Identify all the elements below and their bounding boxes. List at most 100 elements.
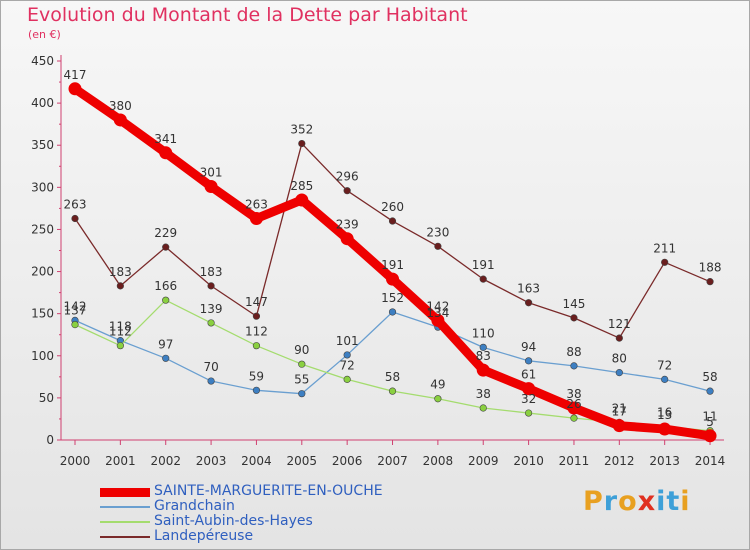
legend-swatch [100, 487, 150, 497]
data-label: 58 [702, 370, 717, 384]
y-tick-label: 450 [31, 54, 54, 68]
data-point [71, 214, 79, 223]
data-label: 191 [472, 258, 495, 272]
data-point [612, 419, 626, 433]
data-point [162, 243, 170, 251]
legend-label: SAINTE-MARGUERITE-EN-OUCHE [154, 483, 383, 499]
brand-letter: x [637, 486, 657, 517]
data-label: 61 [521, 368, 536, 382]
data-label: 90 [294, 343, 309, 357]
data-label: 13 [657, 408, 672, 422]
data-point [159, 146, 173, 160]
data-point [706, 278, 714, 286]
data-point [207, 319, 215, 327]
data-label: 83 [476, 349, 491, 363]
data-point [252, 386, 261, 394]
data-label: 380 [109, 99, 132, 113]
data-point [522, 382, 536, 396]
data-label: 72 [657, 358, 672, 372]
data-point [162, 354, 170, 362]
data-label: 32 [521, 392, 536, 406]
data-label: 58 [385, 370, 400, 384]
data-point [570, 414, 578, 422]
data-point [207, 377, 215, 385]
y-tick-label: 100 [31, 349, 54, 363]
data-point [71, 321, 79, 329]
data-label: 97 [158, 337, 173, 351]
data-label: 296 [336, 170, 359, 184]
data-point [567, 401, 581, 415]
x-tick-label: 2013 [649, 454, 680, 468]
data-label: 263 [245, 197, 268, 211]
data-label: 142 [64, 299, 87, 313]
x-tick-label: 2008 [423, 454, 454, 468]
data-point [476, 363, 490, 377]
data-point [615, 369, 623, 377]
data-label: 285 [290, 179, 313, 193]
data-label: 118 [109, 320, 132, 334]
data-label: 5 [706, 415, 714, 429]
data-label: 94 [521, 340, 536, 354]
legend-item: SAINTE-MARGUERITE-EN-OUCHE [100, 484, 430, 499]
data-label: 147 [245, 295, 268, 309]
legend-item: Saint-Aubin-des-Hayes [100, 514, 430, 529]
data-label: 211 [653, 241, 676, 255]
data-point [431, 313, 445, 327]
data-point [570, 362, 578, 370]
data-label: 152 [381, 291, 404, 305]
data-point [479, 404, 487, 412]
data-label: 59 [249, 369, 264, 383]
data-point [386, 272, 400, 286]
data-point [162, 296, 170, 304]
data-label: 163 [517, 282, 540, 296]
data-point [343, 187, 351, 195]
x-tick-label: 2005 [287, 454, 318, 468]
data-label: 188 [699, 261, 722, 275]
data-label: 145 [563, 297, 586, 311]
data-label: 183 [109, 265, 132, 279]
data-label: 70 [203, 360, 218, 374]
x-tick-label: 2010 [513, 454, 544, 468]
data-label: 112 [109, 325, 132, 339]
x-tick-label: 2006 [332, 454, 363, 468]
legend-swatch [100, 536, 150, 538]
y-tick-label: 350 [31, 138, 54, 152]
data-label: 11 [702, 410, 717, 424]
x-tick-label: 2002 [150, 454, 181, 468]
data-point [343, 351, 351, 359]
brand-letter: i [656, 486, 667, 517]
data-label: 88 [566, 345, 581, 359]
data-label: 166 [154, 279, 177, 293]
data-label: 55 [294, 373, 309, 387]
x-tick-label: 2012 [604, 454, 635, 468]
data-label: 260 [381, 200, 404, 214]
data-label: 183 [200, 265, 223, 279]
brand-letter: t [666, 486, 681, 517]
y-tick-label: 300 [31, 180, 54, 194]
legend: SAINTE-MARGUERITE-EN-OUCHE Grandchain Sain… [100, 484, 430, 544]
data-point [68, 82, 82, 96]
data-point [116, 282, 124, 290]
data-point [298, 390, 306, 398]
legend-swatch [100, 506, 150, 508]
data-label: 139 [200, 302, 223, 316]
data-point [661, 258, 669, 266]
data-label: 417 [64, 68, 87, 82]
data-point [252, 312, 261, 320]
data-label: 121 [608, 317, 631, 331]
data-label: 72 [340, 358, 355, 372]
data-point [570, 314, 578, 322]
data-label: 134 [426, 306, 449, 320]
data-label: 80 [612, 352, 627, 366]
data-point [524, 409, 533, 417]
data-point [703, 429, 717, 443]
y-tick-label: 250 [31, 222, 54, 236]
data-point [295, 193, 309, 207]
data-point [706, 387, 714, 395]
data-label: 101 [336, 334, 359, 348]
data-point [298, 360, 306, 368]
data-point [388, 217, 397, 225]
legend-label: Saint-Aubin-des-Hayes [154, 513, 313, 529]
x-tick-label: 2009 [468, 454, 499, 468]
